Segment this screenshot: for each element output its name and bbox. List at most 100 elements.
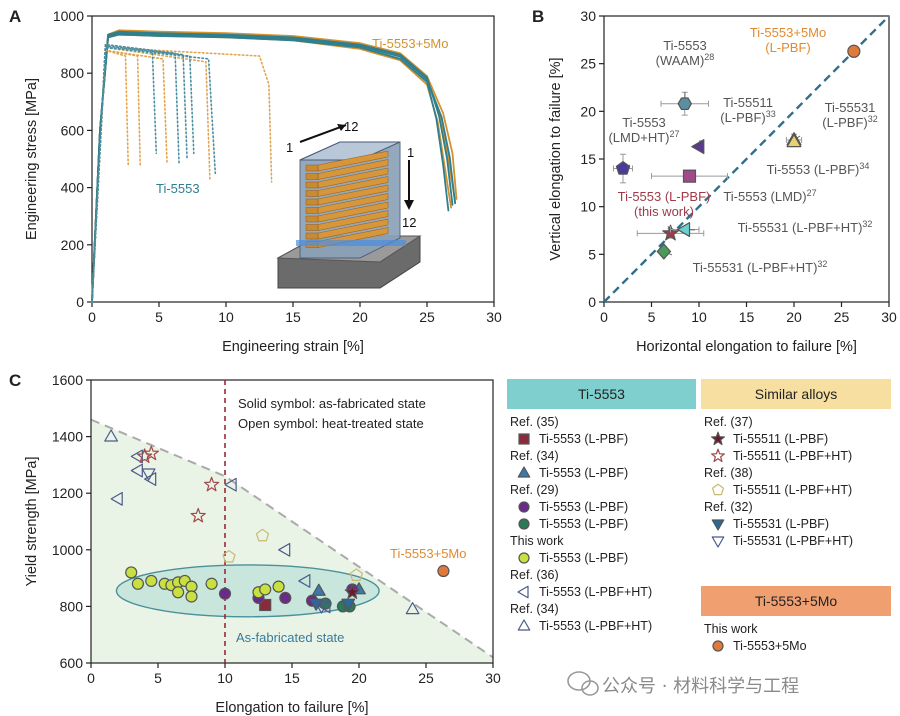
panel-b-x-tick-label: 0 [600,309,608,325]
panel-a-curve-10 [91,46,211,303]
panel-a-curve-4 [91,30,454,303]
panel-b-label-ref: 27 [807,188,817,198]
panel-a-x-tick-label: 15 [285,309,301,325]
legend-ti5553-marker [518,552,530,564]
panel-b-point-10 [656,243,672,260]
panel-b-label-2: Ti-5553 (WAAM)28 [656,38,715,68]
panel-c-y-tick-label: 1400 [52,429,83,445]
panel-c-point [185,590,198,603]
panel-c-x-tick-label: 15 [284,670,300,686]
panel-b-label-line: Ti-5553 (L-PBF) [618,189,711,204]
watermark-text: 公众号 · 材料科学与工程 [602,676,799,697]
panel-b-x-tick-label: 30 [881,309,897,325]
panel-b-point-7 [682,169,697,183]
panel-b-x-axis-label: Horizontal elongation to failure [%] [636,339,857,355]
panel-a-y-tick-label: 600 [61,122,85,138]
legend-similar-alloys-header-label: Similar alloys [755,386,837,402]
legend-ti5553-marker [517,585,529,599]
panel-a-label-ti5553-5mo: Ti-5553+5Mo [372,36,448,51]
panel-a-y-tick-label: 1000 [53,8,84,24]
panel-a-curve-14 [91,45,188,303]
panel-c-point [259,598,272,612]
panel-b-label-line: (WAAM) [656,53,705,68]
panel-c-point [205,577,218,590]
legend-ti5553-item-label: Ti-5553 (L-PBF+HT) [539,585,652,599]
panel-c-point [318,599,331,614]
inset-block-top [299,141,401,161]
panel-c-point [144,472,157,486]
panel-c-x-tick-label: 30 [485,670,501,686]
legend-ti5553-item-label: Ti-5553 (L-PBF) [539,466,628,480]
panel-a-curve-15 [91,46,195,303]
legend-ti5553-marker [518,501,530,513]
inset-layer-front [305,164,319,172]
inset-arrow-vertical-head [404,200,414,210]
panel-c-point [259,583,272,596]
legend-ti5553-ref: This work [510,534,564,548]
panel-b-point-9 [676,222,691,238]
legend-similar-alloys-marker [710,448,726,463]
panel-b-label-line: (this work) [634,204,694,219]
panel-a-y-tick-label: 0 [76,294,84,310]
legend-ti5553-ref: Ref. (34) [510,449,559,463]
legend-similar-alloys-header [701,379,891,409]
legend-ti5553-marker [517,466,531,478]
legend-ti5553-item-label: Ti-5553 (L-PBF) [539,551,628,565]
panel-a-x-tick-label: 30 [486,309,502,325]
panel-c-label-ti5553-5mo: Ti-5553+5Mo [390,546,466,561]
panel-b-y-tick-label: 10 [580,199,596,215]
panel-c-y-tick-label: 800 [60,598,84,614]
panel-b-y-tick-label: 5 [588,246,596,262]
panel-c: 0 5 10 15 20 25 30 600 800 1000 1200 1400 1600 C Elong… [9,371,501,716]
panel-c-point [110,491,123,506]
legend-similar-alloys-marker [711,519,725,531]
panel-b-letter: B [532,7,544,26]
legend-ti5553-5mo-ref: This work [704,622,758,636]
panel-b-label-ref: 32 [862,219,872,229]
panel-c-x-tick-label: 25 [418,670,434,686]
panel-c-point [125,566,138,579]
panel-a-x-tick-label: 10 [218,309,234,325]
panel-a-curve-12 [91,43,158,303]
panel-b-label-5: Ti-5553 (L-PBF)34 [767,161,870,177]
panel-c-point [272,580,285,593]
legend-ti5553-marker [518,433,530,445]
legend-similar-alloys-item-label: Ti-55511 (L-PBF) [733,432,828,446]
watermark-icon [567,671,599,696]
panel-b-label-ref: 27 [670,129,680,139]
watermark: 公众号 · 材料科学与工程 [567,671,799,697]
panel-c-point [341,598,356,611]
panel-c-point [143,445,159,461]
panel-c-note-solid: Solid symbol: as-fabricated state [238,396,426,411]
legend-ti5553-5mo-header-label: Ti-5553+5Mo [755,593,838,609]
panel-b-label-line: Ti-5553 [663,38,707,53]
panel-a-curve-13 [91,43,180,303]
panel-c-y-tick-label: 600 [60,655,84,671]
panel-c-point [145,574,158,588]
panel-b-label-line: Ti-5553 (L-PBF) [767,162,860,177]
legend-ti5553-ref: Ref. (36) [510,568,559,582]
panel-b-x-tick-label: 5 [648,309,656,325]
panel-b-y-axis-label: Vertical elongation to failure [%] [548,57,564,260]
inset-layer-front [305,198,319,206]
panel-b-label-ref: 33 [766,109,776,119]
panel-c-y-tick-label: 1600 [52,372,83,388]
panel-a-curve-6 [91,32,456,303]
legend-ti5553-ref: Ref. (35) [510,415,559,429]
panel-c-note-open: Open symbol: heat-treated state [238,416,424,431]
panel-a-curve-16 [91,46,217,303]
panel-b-x-tick-label: 20 [786,309,802,325]
legend-similar-alloys-ref: Ref. (32) [704,500,753,514]
panel-b-label-line: Ti-55531 (L-PBF+HT) [738,220,863,235]
panel-b-y-tick-label: 20 [580,103,596,119]
legend-similar-alloys-marker [711,483,725,496]
inset-layer-front [305,207,319,214]
panel-b-label-line: Ti-5553+5Mo [750,25,826,40]
panel-c-letter: C [9,371,21,390]
panel-c-legend: Ti-5553 Ref. (35) Ti-5553 (L-PBF) Ref. (34)… [507,379,891,653]
panel-b-label-line: (L-PBF) [822,115,868,130]
legend-ti5553-5mo-item-label: Ti-5553+5Mo [733,639,807,653]
